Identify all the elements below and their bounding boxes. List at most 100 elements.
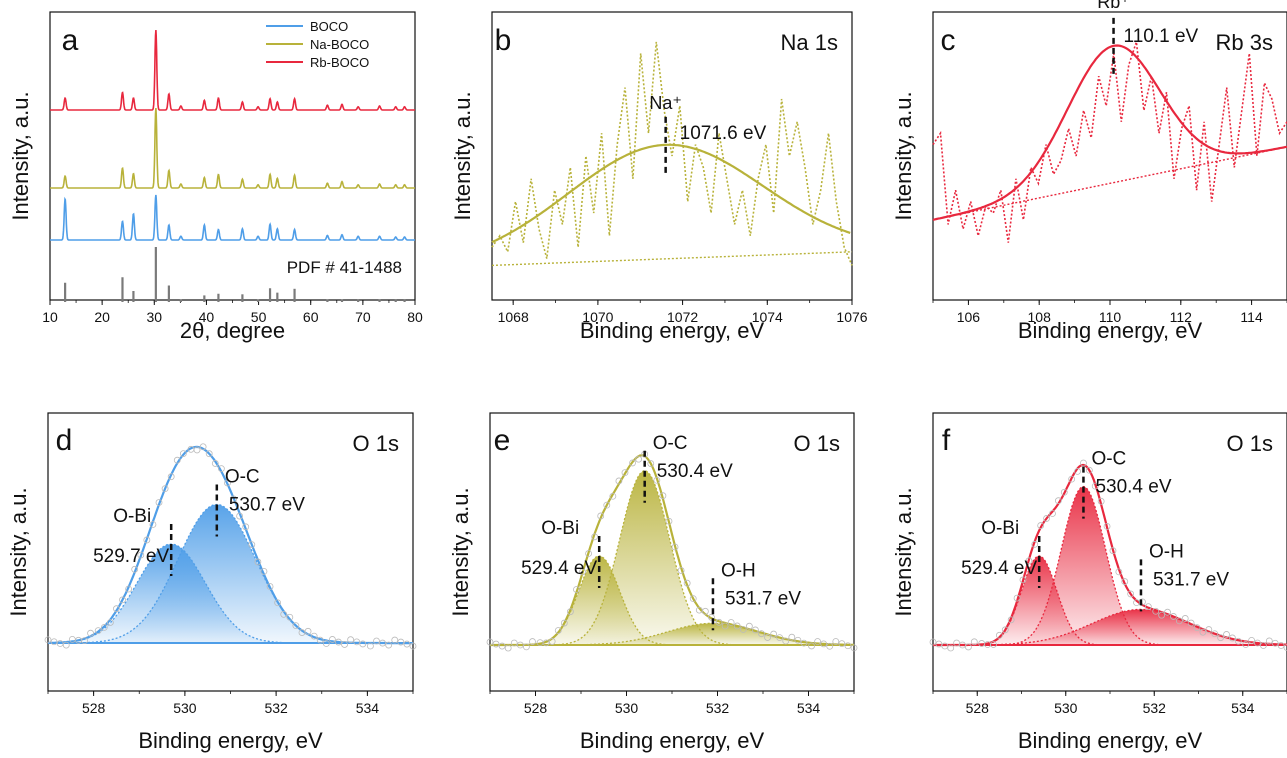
- raw-data-point: [161, 485, 169, 493]
- raw-data-point: [1193, 624, 1201, 632]
- raw-data-point: [1080, 459, 1087, 467]
- y-axis-label: Intensity, a.u.: [891, 487, 916, 616]
- raw-data-point: [758, 630, 765, 638]
- peak-name-label: O-H: [721, 560, 756, 581]
- raw-data-point: [516, 641, 524, 649]
- raw-data-point: [106, 619, 114, 626]
- y-axis-label: Intensity, a.u.: [891, 91, 916, 220]
- raw-data-point: [510, 639, 518, 647]
- x-tick-label: 114: [1240, 309, 1263, 325]
- panel-d: 528 530 532 534 Binding energy, eV Intensity,…: [6, 412, 417, 753]
- raw-data-point: [1019, 576, 1027, 584]
- raw-data-point: [119, 596, 126, 604]
- raw-data-point: [62, 641, 70, 649]
- raw-data-point: [1121, 578, 1129, 585]
- y-axis-label: Intensity, a.u.: [8, 91, 33, 220]
- raw-data-point: [113, 605, 120, 613]
- raw-data-point: [953, 639, 960, 647]
- legend-label: BOCO: [310, 19, 348, 34]
- x-tick-label: 528: [966, 700, 990, 716]
- raw-data-point: [1115, 568, 1123, 576]
- peak-name-label: O-C: [1091, 449, 1126, 470]
- raw-data-point: [1217, 634, 1225, 642]
- raw-data-point: [1103, 522, 1111, 530]
- raw-data-point: [274, 599, 282, 607]
- raw-data-point: [597, 512, 605, 520]
- x-tick-label: 532: [264, 700, 288, 716]
- raw-data-point: [947, 644, 955, 652]
- x-tick-label: 108: [1028, 309, 1052, 325]
- panel-title: Rb 3s: [1216, 30, 1273, 55]
- xrd-series-na-boco: [50, 107, 415, 189]
- y-axis-label: Intensity, a.u.: [6, 487, 31, 616]
- raw-data-point: [560, 619, 568, 627]
- raw-data-point: [155, 499, 163, 506]
- raw-data-point: [629, 459, 636, 467]
- x-tick-label: 50: [251, 309, 267, 325]
- x-tick-label: 60: [303, 309, 319, 325]
- raw-data-point: [409, 642, 417, 650]
- raw-data-point: [205, 450, 213, 458]
- raw-data-point: [814, 638, 821, 645]
- raw-data-point: [826, 642, 834, 650]
- raw-data-point: [1068, 475, 1076, 483]
- raw-data-point: [745, 622, 753, 630]
- raw-data-point: [689, 595, 697, 603]
- x-tick-label: 532: [706, 700, 730, 716]
- pdf-label: PDF # 41-1488: [287, 258, 402, 277]
- component-area-o-c: [48, 504, 413, 644]
- raw-data-point: [310, 632, 318, 640]
- component-area-o-h: [490, 623, 854, 646]
- peak-energy-label: 110.1 eV: [1124, 26, 1199, 47]
- raw-data-point: [929, 638, 937, 646]
- component-area-o-h: [933, 609, 1287, 646]
- panel-b: 1068 1070 1072 1074 1076 Binding energy, eV In…: [450, 11, 868, 343]
- x-tick-label: 1070: [582, 309, 613, 325]
- raw-data-point: [1242, 641, 1250, 648]
- raw-data-point: [286, 613, 294, 621]
- x-tick-label: 528: [82, 700, 106, 716]
- peak-name-label: O-Bi: [541, 518, 579, 539]
- raw-data-point: [397, 638, 405, 646]
- x-tick-label: 1068: [498, 309, 529, 325]
- raw-data-point: [56, 640, 64, 647]
- raw-data-point: [1277, 642, 1285, 649]
- raw-data-point: [94, 627, 102, 635]
- fit-envelope: [932, 44, 1287, 221]
- raw-data-point: [248, 541, 256, 549]
- x-tick-label: 528: [524, 700, 548, 716]
- panel-letter: e: [494, 424, 511, 457]
- panel-letter: b: [495, 24, 512, 57]
- raw-data-point: [1139, 598, 1146, 606]
- raw-data-point: [322, 640, 330, 647]
- raw-data-point: [173, 456, 181, 464]
- raw-data-point: [280, 610, 288, 618]
- raw-data-point: [44, 636, 52, 644]
- panel-c: 106 108 110 112 114 Binding energy, eV Intensi…: [891, 0, 1287, 343]
- raw-data-point: [838, 640, 846, 648]
- raw-data-point: [167, 473, 175, 481]
- raw-data-point: [492, 640, 500, 648]
- raw-data-point: [1152, 607, 1160, 615]
- component-area-o-c: [933, 486, 1287, 646]
- raw-data-point: [1223, 631, 1230, 638]
- raw-data-point: [573, 586, 580, 593]
- raw-data-point: [1271, 639, 1279, 647]
- raw-data-point: [1265, 637, 1273, 645]
- x-tick-label: 40: [199, 309, 215, 325]
- raw-data-point: [292, 622, 300, 630]
- raw-data-point: [1127, 590, 1135, 598]
- x-tick-label: 112: [1170, 309, 1193, 325]
- raw-data-point: [609, 492, 617, 500]
- raw-data-point: [671, 543, 679, 551]
- raw-data-point: [800, 639, 808, 647]
- raw-data-point: [752, 626, 759, 634]
- raw-data-point: [1007, 616, 1015, 624]
- raw-data-point: [1109, 547, 1117, 555]
- raw-data-point: [959, 641, 966, 649]
- raw-data-point: [353, 638, 361, 646]
- raw-data-point: [217, 465, 225, 473]
- raw-data-point: [721, 622, 729, 630]
- x-tick-label: 530: [1054, 700, 1078, 716]
